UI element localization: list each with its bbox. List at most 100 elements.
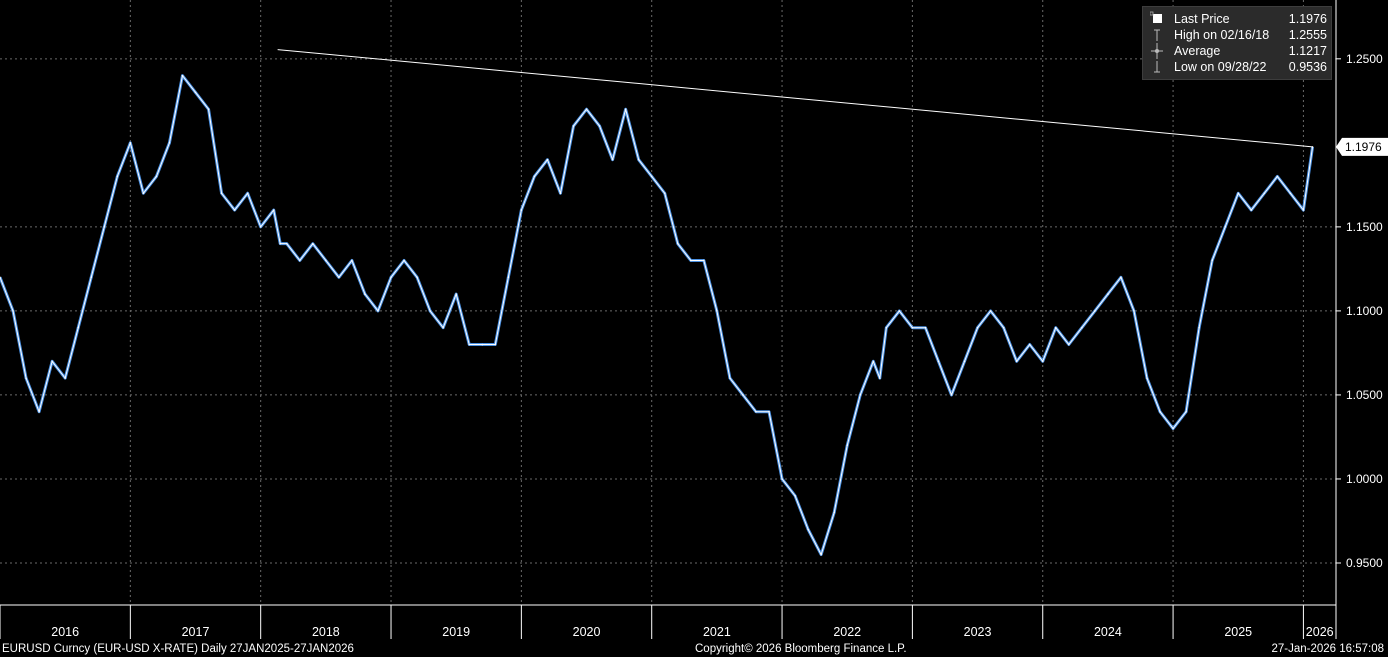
last-price-tag-label: 1.1976 <box>1345 140 1382 154</box>
chart-footer: EURUSD Curncy (EUR-USD X-RATE) Daily 27J… <box>0 641 1388 657</box>
price-point <box>989 310 992 312</box>
price-point <box>1015 360 1018 363</box>
price-point <box>1041 360 1044 363</box>
price-point <box>976 326 979 329</box>
price-point <box>338 276 340 279</box>
legend-item-high: High on 02/16/18 1.2555 <box>1143 27 1333 43</box>
y-tick-label: 1.1000 <box>1346 304 1383 318</box>
price-point <box>1172 427 1174 430</box>
price-chart: 1.2500 1.1500 1.1000 1.0500 1.0000 0.9500 2016… <box>0 0 1388 641</box>
price-point <box>1250 209 1253 211</box>
price-point <box>1133 310 1135 312</box>
price-point <box>1002 326 1005 329</box>
price-point <box>637 158 640 161</box>
legend-item-low: Low on 09/28/22 0.9536 <box>1143 59 1333 75</box>
price-point <box>1263 192 1266 195</box>
price-point <box>481 343 484 346</box>
x-tick-label: 2021 <box>703 625 731 639</box>
high-marker-icon <box>1154 29 1160 41</box>
price-point <box>846 444 849 447</box>
price-point <box>285 242 288 245</box>
price-point <box>25 377 27 379</box>
trendline <box>277 49 1313 148</box>
chart-background <box>0 0 1388 641</box>
y-tick-label: 1.2500 <box>1346 52 1383 66</box>
y-tick-label: 0.9500 <box>1346 556 1383 570</box>
price-point <box>879 377 881 379</box>
price-point <box>924 326 927 329</box>
price-point <box>911 326 914 329</box>
price-point <box>207 108 210 111</box>
price-point <box>279 242 282 245</box>
price-point <box>520 209 523 211</box>
legend-value: 1.1217 <box>1288 44 1327 58</box>
price-point <box>1107 293 1109 295</box>
average-marker-icon <box>1151 43 1163 59</box>
price-point <box>116 175 119 178</box>
price-line-highlight <box>0 75 1314 556</box>
price-point <box>325 259 327 262</box>
price-point <box>455 293 457 295</box>
price-point <box>1289 192 1292 195</box>
price-point <box>1211 259 1213 262</box>
legend-item-average: Average 1.1217 <box>1143 43 1333 59</box>
price-point <box>663 192 666 195</box>
price-point <box>624 108 627 111</box>
price-point <box>494 343 497 346</box>
y-tick-label: 1.1500 <box>1346 220 1383 234</box>
price-point <box>272 209 275 211</box>
price-point <box>546 158 549 161</box>
price-point <box>1068 343 1070 346</box>
legend-label: Average <box>1174 44 1221 58</box>
legend-value: 0.9536 <box>1288 60 1327 74</box>
price-point <box>298 259 301 262</box>
price-point <box>690 259 692 262</box>
price-point <box>572 125 575 127</box>
x-tick-label: 2022 <box>833 625 861 639</box>
price-point <box>781 478 783 480</box>
price-point <box>885 326 888 329</box>
chart-legend: Last Price 1.1976 High on 02/16/18 1.255… <box>1142 6 1332 80</box>
price-point <box>403 259 405 262</box>
price-point <box>429 310 431 312</box>
price-point <box>937 360 940 363</box>
price-point <box>364 293 366 295</box>
price-point <box>872 360 875 363</box>
price-point <box>38 410 40 413</box>
price-point <box>442 326 444 329</box>
x-tick-label: 2017 <box>182 625 210 639</box>
price-point <box>676 242 679 245</box>
price-point <box>233 209 236 211</box>
legend-value: 1.2555 <box>1288 28 1327 42</box>
x-tick-label: 2019 <box>442 625 470 639</box>
price-point <box>312 242 314 245</box>
price-point <box>181 74 184 77</box>
legend-label: High on 02/16/18 <box>1174 28 1270 42</box>
price-point <box>1159 410 1161 413</box>
price-point <box>1094 310 1096 312</box>
price-point <box>650 175 653 178</box>
price-point <box>703 259 705 262</box>
price-point <box>220 192 223 195</box>
price-point <box>90 276 93 279</box>
x-tick-label: 2016 <box>51 625 79 639</box>
filled-square-icon <box>1150 11 1162 23</box>
price-point <box>259 226 262 228</box>
price-point <box>129 142 132 144</box>
legend-item-last-price: Last Price 1.1976 <box>1143 11 1333 27</box>
price-point <box>168 142 171 144</box>
price-point <box>807 528 809 531</box>
price-point <box>820 553 822 556</box>
price-point <box>559 192 562 195</box>
price-point <box>1276 175 1279 178</box>
price-point <box>963 360 966 363</box>
price-point <box>507 276 510 279</box>
price-point <box>246 192 249 195</box>
price-point <box>377 310 379 312</box>
price-point <box>1054 326 1057 329</box>
low-marker-icon <box>1154 61 1160 73</box>
price-point <box>416 276 418 279</box>
x-tick-label: 2024 <box>1094 625 1122 639</box>
x-tick-label: 2026 <box>1306 625 1334 639</box>
security-description: EURUSD Curncy (EUR-USD X-RATE) Daily 27J… <box>2 643 354 655</box>
